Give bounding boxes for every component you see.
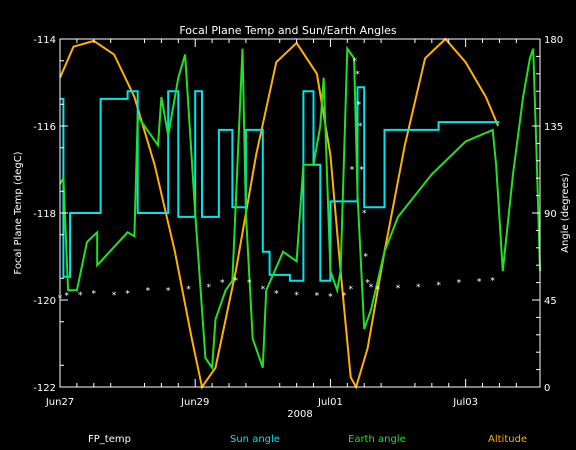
fp-temp-point: * [363, 253, 368, 263]
fp-temp-point: * [234, 276, 239, 286]
y-right-tick-label: 180 [544, 35, 563, 46]
fp-temp-point: * [315, 292, 320, 302]
fp-temp-point: * [186, 285, 191, 295]
y-axis-right-label: Angle (degrees) [560, 173, 571, 253]
fp-temp-point: * [348, 285, 353, 295]
fp-temp-point: * [294, 291, 299, 301]
fp-temp-point: * [355, 70, 360, 80]
x-tick-label: Jun27 [45, 397, 74, 408]
fp-temp-point: * [274, 289, 279, 299]
fp-temp-point: * [328, 293, 333, 303]
fp-temp-series: * * * * * * * * * * * * ** * * * * ************ * * * * * * * [58, 57, 496, 304]
legend-altitude: Altitude [488, 434, 528, 445]
fp-temp-point: * [353, 57, 358, 67]
fp-temp-point: * [416, 283, 421, 293]
fp-temp-point: * [436, 281, 441, 291]
x-axis-label: 2008 [287, 409, 312, 420]
fp-temp-point: * [477, 278, 482, 288]
fp-temp-point: * [206, 283, 211, 293]
fp-temp-point: * [365, 279, 370, 289]
legend-sun-angle: Sun angle [230, 434, 280, 445]
fp-temp-point: * [146, 286, 151, 296]
fp-temp-point: * [359, 166, 364, 176]
fp-temp-point: * [396, 284, 401, 294]
fp-temp-point: * [342, 292, 347, 302]
altitude-line [59, 37, 500, 390]
fp-temp-point: * [65, 292, 70, 302]
y-right-tick-label: 135 [544, 122, 563, 133]
y-left-tick-label: -122 [33, 383, 56, 394]
y-left-tick-label: -114 [33, 35, 56, 46]
y-axis-left-label: Focal Plane Temp (degC) [13, 151, 24, 274]
sun-angle-line [60, 86, 500, 282]
fp-temp-point: * [78, 291, 83, 301]
fp-temp-point: * [350, 166, 355, 176]
fp-temp-point: * [92, 289, 97, 299]
y-right-tick-label: 45 [544, 296, 557, 307]
fp-temp-point: * [358, 122, 363, 132]
fp-temp-point: * [247, 279, 252, 289]
legend-fp-temp: FP_temp [88, 434, 131, 445]
x-tick-label: Jul01 [317, 397, 343, 408]
fp-temp-point: * [261, 285, 266, 295]
y-left-tick-label: -118 [33, 209, 56, 220]
x-tick-label: Jun29 [180, 397, 209, 408]
fp-temp-point: * [369, 283, 374, 293]
fp-temp-point: * [457, 279, 462, 289]
chart-title: Focal Plane Temp and Sun/Earth Angles [179, 24, 397, 37]
fp-temp-point: * [362, 209, 367, 219]
legend-earth-angle: Earth angle [348, 434, 406, 445]
y-right-tick-label: 0 [544, 383, 550, 394]
y-left-tick-label: -120 [33, 296, 56, 307]
earth-angle-line [59, 45, 541, 371]
fp-temp-point: * [490, 276, 495, 286]
x-tick-label: Jul03 [452, 397, 478, 408]
y-left-tick-label: -116 [33, 122, 56, 133]
fp-temp-point: * [357, 100, 362, 110]
fp-temp-point: * [112, 291, 117, 301]
fp-temp-point: * [166, 286, 171, 296]
fp-temp-point: * [125, 289, 130, 299]
y-right-tick-label: 90 [544, 209, 557, 220]
fp-temp-point: * [220, 279, 225, 289]
fp-temp-point: * [375, 285, 380, 295]
